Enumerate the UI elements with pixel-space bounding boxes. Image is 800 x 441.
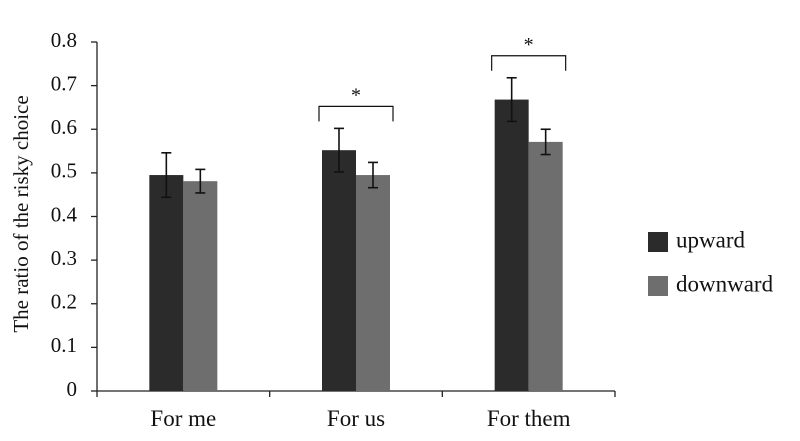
legend-label: downward bbox=[676, 271, 774, 296]
legend-label: upward bbox=[676, 227, 745, 252]
x-axis: For me For us For them bbox=[96, 390, 616, 431]
y-tick-label: 0.3 bbox=[51, 246, 77, 270]
error-bar bbox=[540, 128, 551, 156]
bars bbox=[149, 99, 563, 392]
significance-bracket: * bbox=[318, 84, 394, 122]
legend-swatch bbox=[648, 276, 668, 296]
bar-downward bbox=[183, 181, 218, 391]
y-tick-label: 0.4 bbox=[51, 202, 78, 226]
legend-item-downward: downward bbox=[648, 271, 774, 296]
legend-swatch bbox=[648, 232, 668, 252]
significance-star: * bbox=[524, 34, 534, 56]
error-bar bbox=[368, 161, 378, 189]
y-axis: 0 0.1 0.2 0.3 0.4 0.5 0.6 0.7 0.8 bbox=[51, 28, 98, 401]
bar-upward bbox=[149, 175, 184, 391]
significance-star: * bbox=[351, 84, 361, 106]
error-bar bbox=[334, 127, 344, 173]
bar-upward bbox=[494, 99, 529, 392]
bar-downward bbox=[528, 141, 563, 391]
x-tick-label: For me bbox=[150, 406, 216, 431]
y-axis-title: The ratio of the risky choice bbox=[9, 95, 33, 332]
x-tick-label: For them bbox=[487, 406, 571, 431]
error-bar bbox=[506, 76, 517, 123]
error-bar bbox=[161, 152, 172, 199]
y-tick-label: 0.5 bbox=[51, 159, 77, 183]
y-tick-label: 0.2 bbox=[51, 290, 77, 314]
bar-upward bbox=[322, 150, 356, 391]
y-tick-label: 0 bbox=[67, 377, 78, 401]
bracket-line bbox=[491, 55, 567, 71]
y-tick-label: 0.6 bbox=[51, 115, 77, 139]
legend: upward downward bbox=[648, 227, 774, 296]
bracket-line bbox=[318, 105, 394, 122]
significance-markers: ** bbox=[318, 34, 567, 122]
x-tick-label: For us bbox=[327, 406, 385, 431]
error-bar bbox=[195, 168, 206, 194]
significance-bracket: * bbox=[491, 34, 567, 71]
y-tick-label: 0.8 bbox=[51, 28, 77, 52]
error-bars bbox=[161, 76, 551, 199]
bar-downward bbox=[356, 175, 390, 391]
legend-item-upward: upward bbox=[648, 227, 745, 252]
y-tick-label: 0.7 bbox=[51, 71, 77, 95]
y-tick-label: 0.1 bbox=[51, 333, 77, 357]
